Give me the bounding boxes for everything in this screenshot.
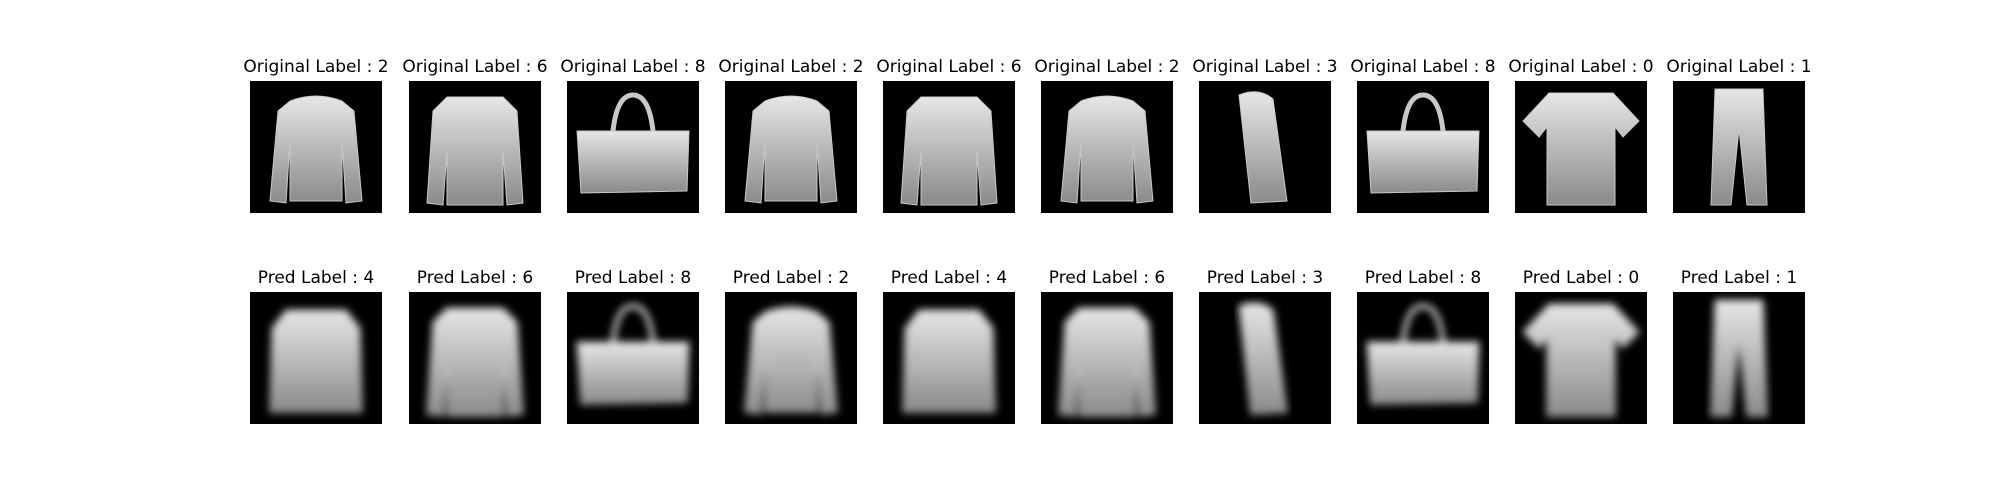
- pred-label-title: Pred Label : 8: [574, 268, 692, 288]
- blurred-coat-image: [883, 292, 1015, 424]
- original-label-title: Original Label : 8: [560, 57, 706, 77]
- blurred-trouser-image: [1673, 292, 1805, 424]
- pred-label-title: Pred Label : 3: [1206, 268, 1324, 288]
- bag-image: [567, 81, 699, 213]
- original-label-title: Original Label : 3: [1192, 57, 1338, 77]
- blurred-bag-image: [1357, 292, 1489, 424]
- blurred-pullover-image: [725, 292, 857, 424]
- blurred-tshirt-image: [1515, 292, 1647, 424]
- blurred-shirt-image: [1041, 292, 1173, 424]
- pullover-image: [725, 81, 857, 213]
- pred-label-title: Pred Label : 1: [1680, 268, 1798, 288]
- blurred-coat-image: [250, 292, 382, 424]
- blurred-dress-image: [1199, 292, 1331, 424]
- pred-label-title: Pred Label : 0: [1522, 268, 1640, 288]
- original-label-title: Original Label : 0: [1508, 57, 1654, 77]
- pred-label-title: Pred Label : 6: [1048, 268, 1166, 288]
- original-label-title: Original Label : 2: [1034, 57, 1180, 77]
- shirt-image: [883, 81, 1015, 213]
- bag-image: [1357, 81, 1489, 213]
- pred-label-title: Pred Label : 6: [416, 268, 534, 288]
- tshirt-image: [1515, 81, 1647, 213]
- blurred-bag-image: [567, 292, 699, 424]
- original-label-title: Original Label : 1: [1666, 57, 1812, 77]
- pred-label-title: Pred Label : 2: [732, 268, 850, 288]
- trouser-image: [1673, 81, 1805, 213]
- pullover-image: [250, 81, 382, 213]
- original-label-title: Original Label : 8: [1350, 57, 1496, 77]
- pred-label-title: Pred Label : 4: [890, 268, 1008, 288]
- original-label-title: Original Label : 6: [402, 57, 548, 77]
- original-label-title: Original Label : 2: [243, 57, 389, 77]
- dress-image: [1199, 81, 1331, 213]
- shirt-image: [409, 81, 541, 213]
- pullover-image: [1041, 81, 1173, 213]
- blurred-shirt-image: [409, 292, 541, 424]
- pred-label-title: Pred Label : 4: [257, 268, 375, 288]
- original-label-title: Original Label : 2: [718, 57, 864, 77]
- original-label-title: Original Label : 6: [876, 57, 1022, 77]
- pred-label-title: Pred Label : 8: [1364, 268, 1482, 288]
